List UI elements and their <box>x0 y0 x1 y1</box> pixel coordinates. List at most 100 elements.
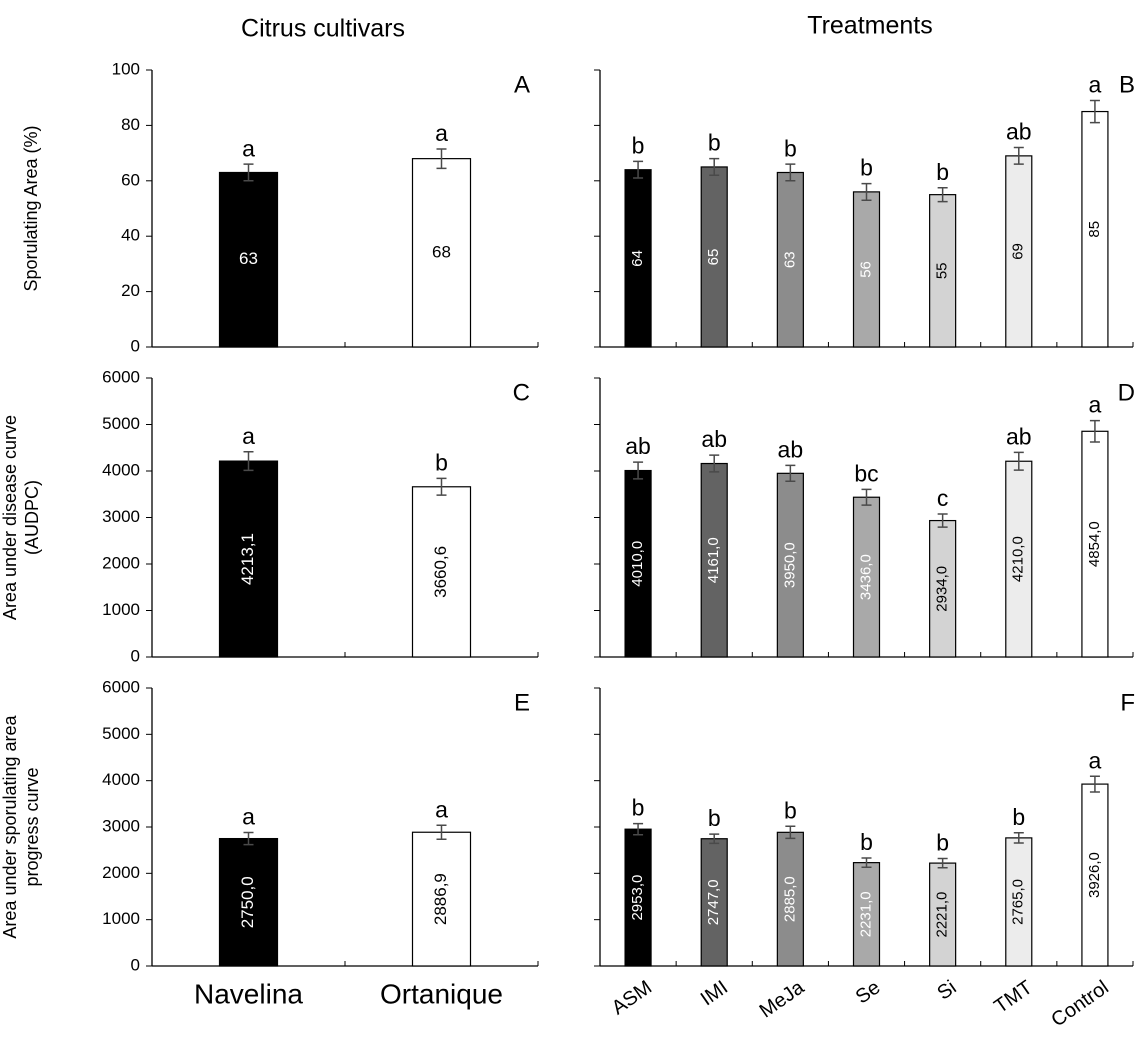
y-tick-label: 6000 <box>102 677 140 696</box>
significance-letter: a <box>435 796 448 822</box>
x-tick-label: ASM <box>608 976 656 1019</box>
bar <box>1005 155 1033 348</box>
x-tick-label: IMI <box>697 976 732 1010</box>
column-title: Citrus cultivars <box>241 15 405 43</box>
significance-letter: ab <box>625 433 651 459</box>
significance-letter: a <box>1089 392 1102 418</box>
y-tick-label: 80 <box>121 115 140 134</box>
value-label: 63 <box>781 251 798 268</box>
value-label: 85 <box>1086 221 1103 238</box>
y-tick-label: 2000 <box>102 553 140 572</box>
bar <box>624 828 652 967</box>
error-bar <box>1013 832 1024 844</box>
significance-letter: bc <box>854 460 878 486</box>
bar <box>218 460 279 658</box>
error-bar <box>633 822 644 836</box>
bar <box>929 194 957 348</box>
value-label: 2765,0 <box>1010 879 1027 925</box>
y-tick-label: 40 <box>121 226 140 245</box>
significance-letter: b <box>1012 804 1025 830</box>
error-bar <box>1013 451 1024 471</box>
bar <box>1081 430 1109 658</box>
significance-letter: b <box>860 155 873 181</box>
error-bar <box>861 488 872 506</box>
error-bar <box>937 857 948 869</box>
bar <box>624 469 652 658</box>
bar <box>411 486 472 658</box>
bar <box>700 838 728 967</box>
y-tick-label: 3000 <box>102 507 140 526</box>
y-tick-label: 0 <box>131 336 140 355</box>
significance-letter: c <box>937 485 949 511</box>
error-bar <box>937 513 948 528</box>
value-label: 2231,0 <box>857 891 874 937</box>
error-bar <box>633 461 644 480</box>
value-label: 3436,0 <box>857 554 874 600</box>
bar <box>852 862 881 967</box>
x-tick-label: Navelina <box>194 978 303 1009</box>
value-label: 2885,0 <box>781 876 798 922</box>
error-bar <box>709 157 720 177</box>
y-tick-label: 100 <box>112 59 140 78</box>
value-label: 64 <box>629 250 646 267</box>
value-label: 4854,0 <box>1086 521 1103 567</box>
significance-letter: b <box>936 830 949 856</box>
significance-letter: a <box>242 135 255 161</box>
bar <box>776 472 804 658</box>
value-label: 2886,9 <box>431 873 450 925</box>
value-label: 56 <box>857 261 874 278</box>
value-label: 3950,0 <box>781 542 798 588</box>
bar <box>776 831 804 967</box>
value-label: 2934,0 <box>934 566 951 612</box>
y-axis-label: (AUDPC) <box>22 480 42 555</box>
error-bar <box>436 477 447 496</box>
bar <box>218 837 279 967</box>
panel-label: E <box>514 689 530 716</box>
x-tick-label: TMT <box>990 976 1036 1018</box>
significance-letter: b <box>435 449 448 475</box>
significance-letter: b <box>708 805 721 831</box>
x-tick-label: Control <box>1047 976 1112 1031</box>
y-tick-label: 1000 <box>102 909 140 928</box>
bar <box>1005 460 1033 658</box>
y-tick-label: 2000 <box>102 863 140 882</box>
error-bar <box>1089 419 1100 443</box>
bar <box>852 191 881 348</box>
y-tick-label: 0 <box>131 955 140 974</box>
bar <box>700 462 728 658</box>
error-bar <box>785 464 796 482</box>
significance-letter: ab <box>1006 423 1032 449</box>
error-bar <box>861 857 872 869</box>
error-bar <box>861 182 872 201</box>
value-label: 4210,0 <box>1010 536 1027 582</box>
value-label: 3660,6 <box>431 546 450 598</box>
y-axis-label: progress curve <box>22 767 42 886</box>
y-axis-label: Sporulating Area (%) <box>21 125 41 291</box>
y-tick-label: 4000 <box>102 460 140 479</box>
error-bar <box>709 833 720 845</box>
significance-letter: b <box>936 159 949 185</box>
value-label: 68 <box>432 242 451 261</box>
significance-letter: b <box>632 132 645 158</box>
value-label: 2750,0 <box>238 876 257 928</box>
column-title: Treatments <box>807 12 933 40</box>
error-bar <box>937 186 948 203</box>
value-label: 63 <box>239 249 258 268</box>
value-label: 69 <box>1010 243 1027 260</box>
y-tick-label: 5000 <box>102 414 140 433</box>
y-tick-label: 60 <box>121 170 140 189</box>
panel-label: F <box>1120 689 1135 716</box>
x-tick-label: Ortanique <box>380 978 503 1009</box>
error-bar <box>243 451 254 472</box>
panel-label: C <box>513 379 530 406</box>
significance-letter: a <box>1089 72 1102 98</box>
value-label: 2221,0 <box>934 892 951 938</box>
significance-letter: b <box>632 795 645 821</box>
error-bar <box>243 163 254 182</box>
significance-letter: ab <box>701 426 727 452</box>
value-label: 2747,0 <box>705 879 722 925</box>
value-label: 55 <box>934 262 951 279</box>
error-bar <box>633 160 644 179</box>
bar <box>411 831 472 967</box>
